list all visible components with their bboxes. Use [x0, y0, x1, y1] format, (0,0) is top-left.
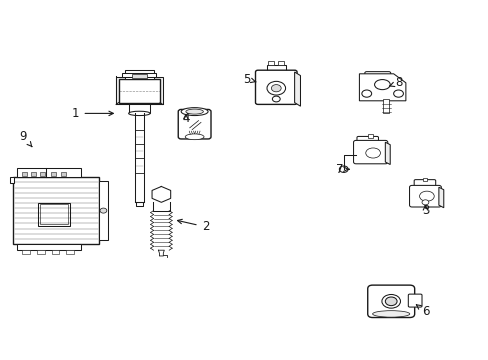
Bar	[38, 202, 70, 226]
FancyBboxPatch shape	[409, 185, 441, 207]
Bar	[66, 250, 74, 254]
Text: 9: 9	[20, 130, 32, 147]
Bar	[22, 172, 27, 176]
FancyBboxPatch shape	[353, 140, 387, 164]
Bar	[132, 74, 146, 78]
Bar	[128, 103, 150, 113]
Polygon shape	[152, 186, 170, 202]
Bar	[40, 204, 67, 225]
Text: 4: 4	[182, 112, 189, 125]
Ellipse shape	[181, 108, 208, 116]
Text: 2: 2	[177, 219, 209, 233]
Polygon shape	[385, 142, 389, 165]
Ellipse shape	[374, 78, 380, 81]
Text: 1: 1	[72, 107, 113, 120]
Bar	[118, 79, 160, 103]
FancyBboxPatch shape	[413, 180, 435, 193]
Ellipse shape	[271, 85, 281, 92]
Bar	[99, 181, 107, 240]
FancyBboxPatch shape	[364, 72, 390, 87]
Text: 6: 6	[415, 305, 428, 318]
FancyBboxPatch shape	[407, 294, 421, 307]
Ellipse shape	[128, 111, 150, 116]
Bar	[52, 250, 60, 254]
FancyBboxPatch shape	[178, 109, 211, 139]
Bar	[18, 244, 81, 251]
Bar	[423, 178, 427, 181]
Bar	[116, 77, 162, 104]
Circle shape	[385, 297, 396, 306]
Bar	[124, 70, 154, 79]
Ellipse shape	[381, 294, 400, 308]
FancyBboxPatch shape	[367, 285, 414, 318]
Circle shape	[339, 166, 347, 172]
Circle shape	[100, 208, 107, 213]
Bar	[10, 177, 15, 183]
Bar	[367, 134, 372, 138]
Polygon shape	[294, 72, 300, 106]
Polygon shape	[438, 187, 443, 208]
Bar	[51, 172, 56, 176]
Ellipse shape	[365, 148, 380, 158]
Ellipse shape	[372, 311, 409, 317]
Ellipse shape	[185, 109, 203, 114]
Ellipse shape	[419, 191, 433, 201]
Bar	[122, 73, 156, 77]
Circle shape	[361, 90, 371, 97]
Bar	[383, 99, 388, 113]
Bar	[31, 172, 36, 176]
Bar	[61, 172, 65, 176]
Text: 7: 7	[335, 163, 348, 176]
Ellipse shape	[374, 80, 389, 90]
Bar	[18, 168, 81, 177]
Circle shape	[421, 200, 428, 205]
Ellipse shape	[185, 134, 203, 140]
Text: 5: 5	[243, 73, 256, 86]
Bar	[268, 61, 274, 65]
Bar	[22, 250, 30, 254]
FancyBboxPatch shape	[356, 136, 378, 149]
Bar	[37, 250, 45, 254]
Circle shape	[393, 90, 403, 97]
Polygon shape	[359, 74, 405, 101]
Text: 3: 3	[421, 204, 428, 217]
FancyBboxPatch shape	[255, 70, 296, 104]
Bar	[40, 172, 45, 176]
Bar	[14, 177, 99, 244]
Circle shape	[272, 96, 280, 102]
Bar	[266, 65, 285, 74]
Text: 8: 8	[388, 76, 402, 89]
Bar	[278, 61, 284, 65]
Ellipse shape	[266, 81, 285, 95]
